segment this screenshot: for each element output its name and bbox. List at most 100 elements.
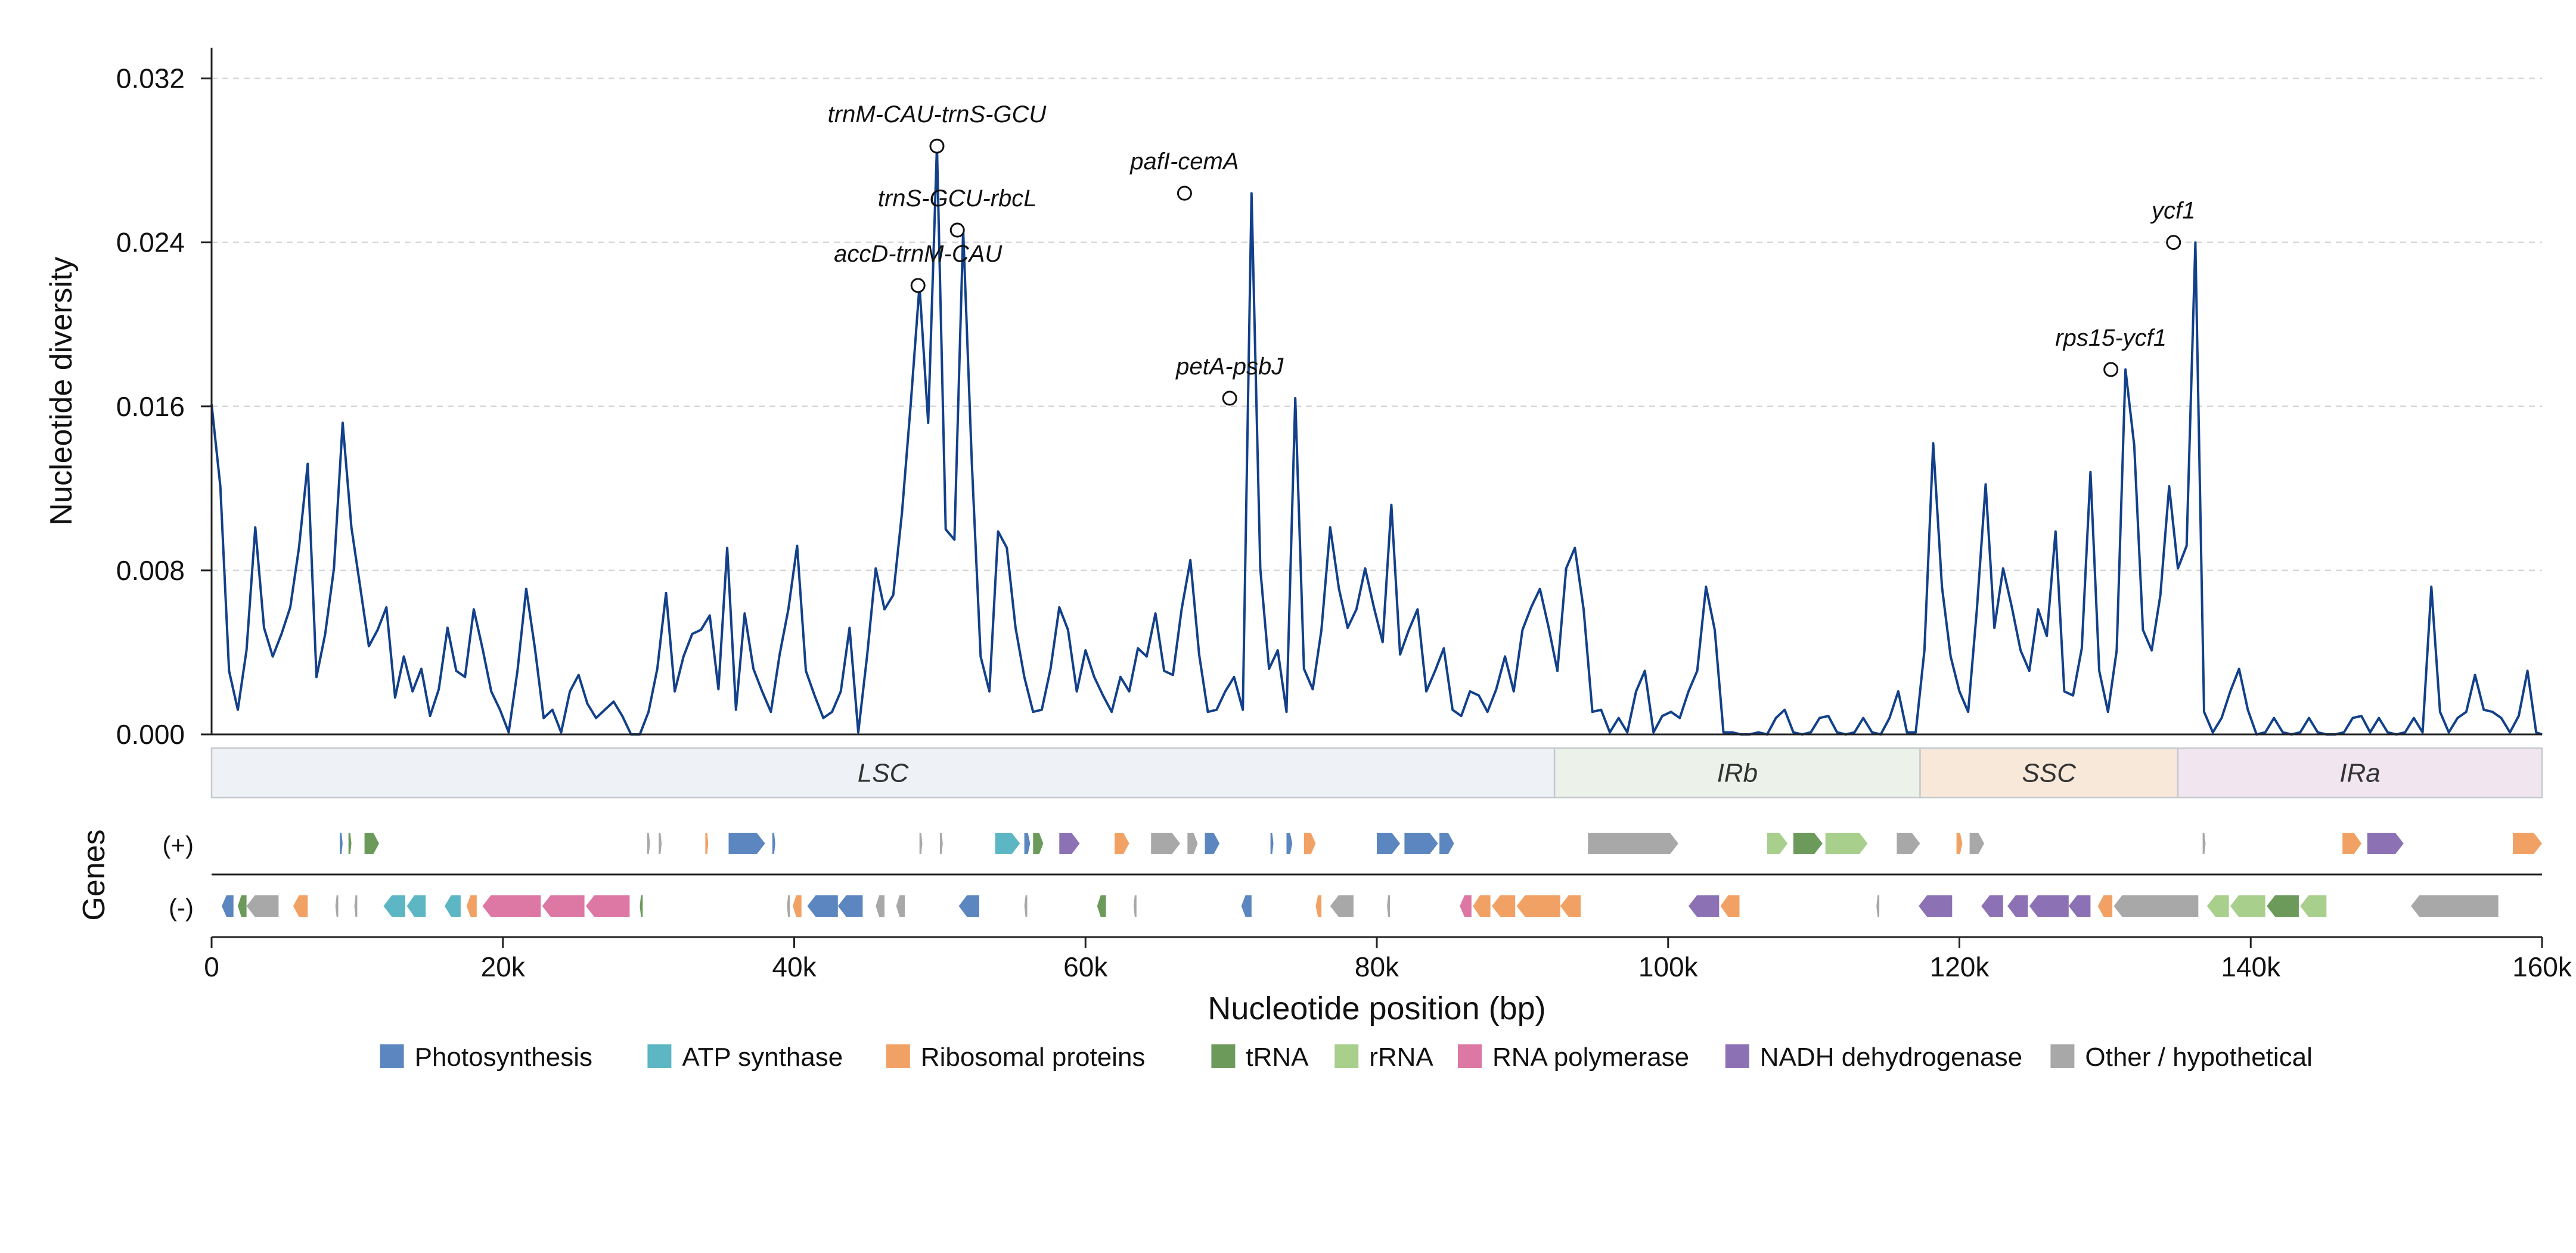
gene-block — [919, 833, 923, 854]
legend-label: ATP synthase — [682, 1043, 843, 1072]
x-tick-label: 140k — [2221, 951, 2281, 982]
diversity-line-layer — [210, 145, 2543, 736]
gene-block — [406, 895, 426, 917]
peak-marker — [1177, 185, 1192, 201]
gene-block — [354, 895, 358, 917]
gene-block — [705, 833, 709, 854]
gene-block — [586, 895, 630, 917]
legend-label: Other / hypothetical — [2085, 1043, 2313, 1072]
strand-label-minus: (-) — [169, 894, 194, 922]
gene-block — [1492, 895, 1516, 917]
gene-block — [1876, 895, 1880, 917]
peak-marker — [2103, 362, 2119, 377]
gene-block — [1151, 833, 1181, 854]
gene-block — [1133, 895, 1137, 917]
gene-block — [348, 833, 352, 854]
gene-block — [1981, 895, 2003, 917]
gene-block — [1187, 833, 1198, 854]
peak-label: rps15-ycf1 — [2055, 325, 2167, 351]
gene-block — [2068, 895, 2091, 917]
gene-block — [1404, 833, 1438, 854]
gene-block — [1377, 833, 1401, 854]
gene-block — [1516, 895, 1560, 917]
legend-label: Ribosomal proteins — [921, 1043, 1146, 1072]
strand-label-plus: (+) — [163, 831, 194, 859]
gene-block — [1588, 833, 1678, 854]
region-label: IRb — [1717, 759, 1758, 788]
region-block — [2177, 747, 2543, 799]
gene-block — [364, 833, 379, 854]
gene-block — [383, 895, 405, 917]
gene-block — [2206, 895, 2229, 917]
gene-block — [1956, 833, 1963, 854]
gene-block — [772, 833, 775, 854]
gene-block — [335, 895, 339, 917]
gene-block — [2202, 833, 2206, 854]
gene-block — [1473, 895, 1491, 917]
peak-label: petA-psbJ — [1175, 353, 1284, 380]
gene-block — [1919, 895, 1953, 917]
peak-marker — [910, 278, 926, 293]
gene-block — [793, 895, 802, 917]
gene-block — [2007, 895, 2028, 917]
gene-block — [466, 895, 477, 917]
x-tick-label: 100k — [1638, 951, 1699, 982]
gene-block — [2029, 895, 2069, 917]
gene-block — [293, 895, 308, 917]
gene-block — [787, 895, 790, 917]
x-tick-label: 120k — [1930, 951, 1990, 982]
gene-block — [482, 895, 541, 917]
gene-block — [1115, 833, 1129, 854]
gene-block — [2411, 895, 2499, 917]
legend-swatch — [1211, 1044, 1236, 1068]
peak-label: ycf1 — [2150, 198, 2195, 224]
gene-block — [1387, 895, 1390, 917]
gene-block — [2230, 895, 2265, 917]
x-tick-label: 40k — [772, 951, 817, 982]
region-band: LSC IRb SSC IRa — [210, 747, 2543, 799]
x-tick-label: 60k — [1063, 951, 1108, 982]
x-tick-label: 0 — [204, 951, 219, 982]
gene-track: (+) (-) Genes — [77, 829, 2542, 922]
gene-block — [1460, 895, 1472, 917]
x-tick-label: 80k — [1355, 951, 1399, 982]
genes-label: Genes — [77, 829, 111, 920]
gene-block — [896, 895, 905, 917]
gene-block — [2513, 833, 2542, 854]
gene-block — [1033, 833, 1044, 854]
diversity-series-line — [210, 145, 2543, 736]
gene-block — [1793, 833, 1823, 854]
gene-block — [1767, 833, 1788, 854]
x-tick-label: 20k — [481, 951, 526, 982]
gene-block — [445, 895, 461, 917]
peak-marker — [1222, 390, 1237, 406]
gridlines — [212, 77, 2542, 572]
gene-block — [1330, 895, 1354, 917]
gene-block — [1024, 833, 1031, 854]
legend: Photosynthesis ATP synthase Ribosomal prot… — [380, 1043, 2313, 1072]
legend-label: tRNA — [1246, 1043, 1309, 1072]
gene-block — [1024, 895, 1028, 917]
gene-block — [246, 895, 279, 917]
gene-block — [1241, 895, 1252, 917]
y-axis-label: Nucleotide diversity — [44, 257, 79, 526]
gene-block — [1205, 833, 1220, 854]
y-axis: 0.000 0.008 0.016 0.024 0.032 — [116, 48, 213, 750]
gene-block — [2300, 895, 2327, 917]
gene-block — [1303, 833, 1316, 854]
region-label: SSC — [2022, 759, 2077, 788]
x-tick-label: 160k — [2512, 951, 2572, 982]
legend-label: RNA polymerase — [1492, 1043, 1689, 1072]
gene-block — [1689, 895, 1720, 917]
gene-block — [640, 895, 643, 917]
gene-block — [837, 895, 863, 917]
gene-block — [1286, 833, 1293, 854]
peak-label: accD-trnM-CAU — [834, 241, 1003, 267]
legend-swatch — [380, 1044, 404, 1068]
peak-marker — [2166, 235, 2181, 250]
gene-block — [2367, 833, 2404, 854]
gene-block — [238, 895, 247, 917]
gene-block — [2097, 895, 2113, 917]
gene-block — [1969, 833, 1984, 854]
